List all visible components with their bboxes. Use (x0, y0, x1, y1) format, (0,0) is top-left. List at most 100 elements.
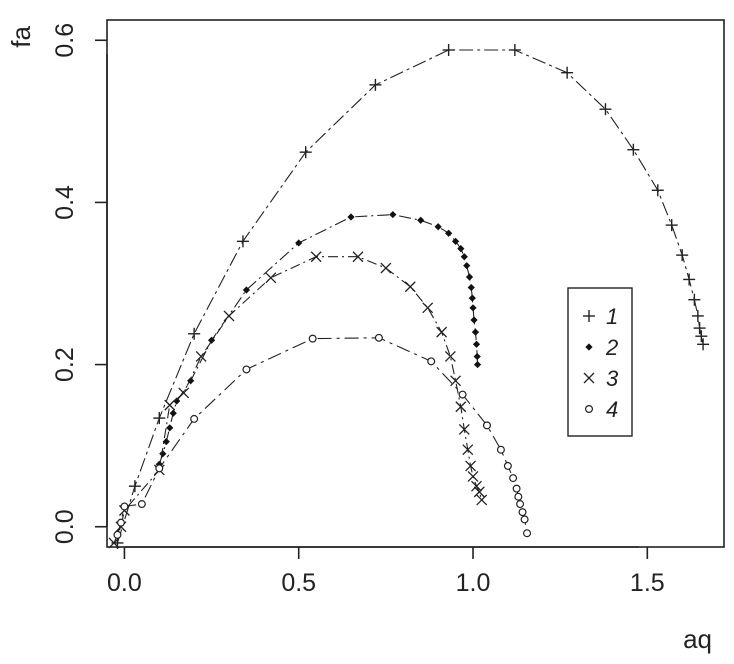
legend-label-1: 1 (606, 304, 618, 329)
y-axis-title: fa (6, 25, 36, 47)
series-4-point (520, 515, 529, 524)
series-2-point (159, 450, 167, 458)
series-4-point (496, 445, 505, 454)
x-tick-label: 1.0 (456, 569, 491, 597)
series-4-point (518, 508, 527, 517)
series-2-point (472, 340, 481, 348)
series-3-point (310, 251, 322, 263)
series-2-point (389, 210, 397, 219)
series-3-point (462, 444, 474, 456)
series-2-point (463, 262, 471, 270)
series-1-point (676, 249, 689, 262)
series-3-point (223, 310, 235, 322)
series-1-point (693, 322, 706, 335)
series-1-line (116, 49, 704, 544)
series-1-point (561, 66, 574, 79)
series-1-point (695, 330, 708, 343)
series-2-point (155, 460, 163, 468)
series-4-point (512, 484, 521, 493)
legend-item-3: 3 (583, 366, 619, 391)
series-1-point (188, 327, 201, 340)
y-tick-label: 0.4 (51, 185, 79, 220)
series-3-point (436, 326, 448, 338)
y-tick-label: 0.6 (51, 23, 79, 58)
series-4-point (120, 502, 129, 511)
series-1-point (299, 146, 312, 159)
legend-marker-3 (583, 372, 595, 384)
series-1-point (508, 43, 521, 56)
legend-marker-1 (583, 310, 595, 322)
legend-marker-4 (584, 405, 593, 414)
series-2-point (468, 294, 476, 302)
legend-item-4: 4 (584, 397, 618, 422)
series-3-point (164, 399, 176, 411)
legend-item-2: 2 (585, 335, 618, 360)
series-3-point (458, 423, 470, 435)
series-3-point (465, 460, 477, 472)
series-4-point (482, 421, 491, 430)
series-4-point (308, 334, 317, 343)
x-tick-label: 1.5 (630, 569, 665, 597)
series-1-point (627, 143, 640, 156)
series-2-point (473, 352, 481, 361)
series-2-point (169, 409, 177, 417)
y-tick-label: 0.0 (51, 509, 79, 544)
x-tick-label: 0.5 (281, 569, 316, 597)
series-4-point (503, 461, 512, 470)
series-3-point (108, 537, 120, 549)
series-3 (108, 251, 488, 549)
series-3-point (352, 251, 364, 263)
y-ticks: 0.0 0.2 0.4 0.6 (51, 23, 107, 544)
series-1-point (369, 78, 382, 91)
series-2-point (434, 223, 442, 231)
series-1-point (691, 309, 704, 322)
y-tick-label: 0.2 (51, 347, 79, 382)
legend-box (567, 287, 633, 437)
series-2-point (242, 286, 251, 294)
series-3-point (265, 272, 277, 284)
series-3-point (404, 281, 416, 293)
series-3-point (444, 351, 456, 362)
series-3-point (380, 262, 392, 274)
legend-item-1: 1 (583, 304, 618, 329)
series-1-point (128, 480, 141, 493)
x-ticks: 0.0 0.5 1.0 1.5 (107, 547, 665, 597)
series-2-point (473, 360, 482, 369)
series-2-point (445, 229, 453, 237)
series-4 (113, 333, 532, 539)
series-4-line (116, 337, 528, 535)
legend-label-4: 4 (606, 397, 618, 422)
series-4-point (155, 464, 164, 473)
series-2-point (173, 397, 181, 405)
series-2-point (465, 273, 474, 281)
series-4-point (516, 500, 525, 509)
series-3-line (113, 256, 483, 544)
series-3-point (195, 351, 207, 362)
legend-label-2: 2 (605, 335, 618, 360)
series-2-point (470, 316, 478, 324)
series-2-point (166, 424, 174, 432)
series-4-point (137, 500, 146, 509)
series-1-point (665, 219, 678, 232)
series-1-point (697, 338, 710, 351)
series-4-point (242, 365, 251, 374)
series-3-point (467, 471, 479, 482)
series-3-point (422, 302, 434, 314)
series-layer (108, 43, 710, 549)
series-2-point (162, 438, 170, 446)
legend-label-3: 3 (606, 366, 619, 391)
series-4-point (113, 530, 122, 539)
series-2-line (158, 214, 479, 465)
series-2-point (469, 304, 477, 312)
series-2-point (295, 239, 303, 247)
legend: 1 2 3 4 (567, 287, 633, 437)
series-2-point (467, 283, 475, 292)
series-3-point (450, 375, 462, 387)
series-4-point (116, 518, 125, 527)
series-4-point (458, 390, 467, 399)
series-4-point (374, 333, 383, 342)
series-4-point (514, 492, 523, 501)
series-4-point (509, 474, 518, 483)
series-4-point (190, 414, 199, 423)
